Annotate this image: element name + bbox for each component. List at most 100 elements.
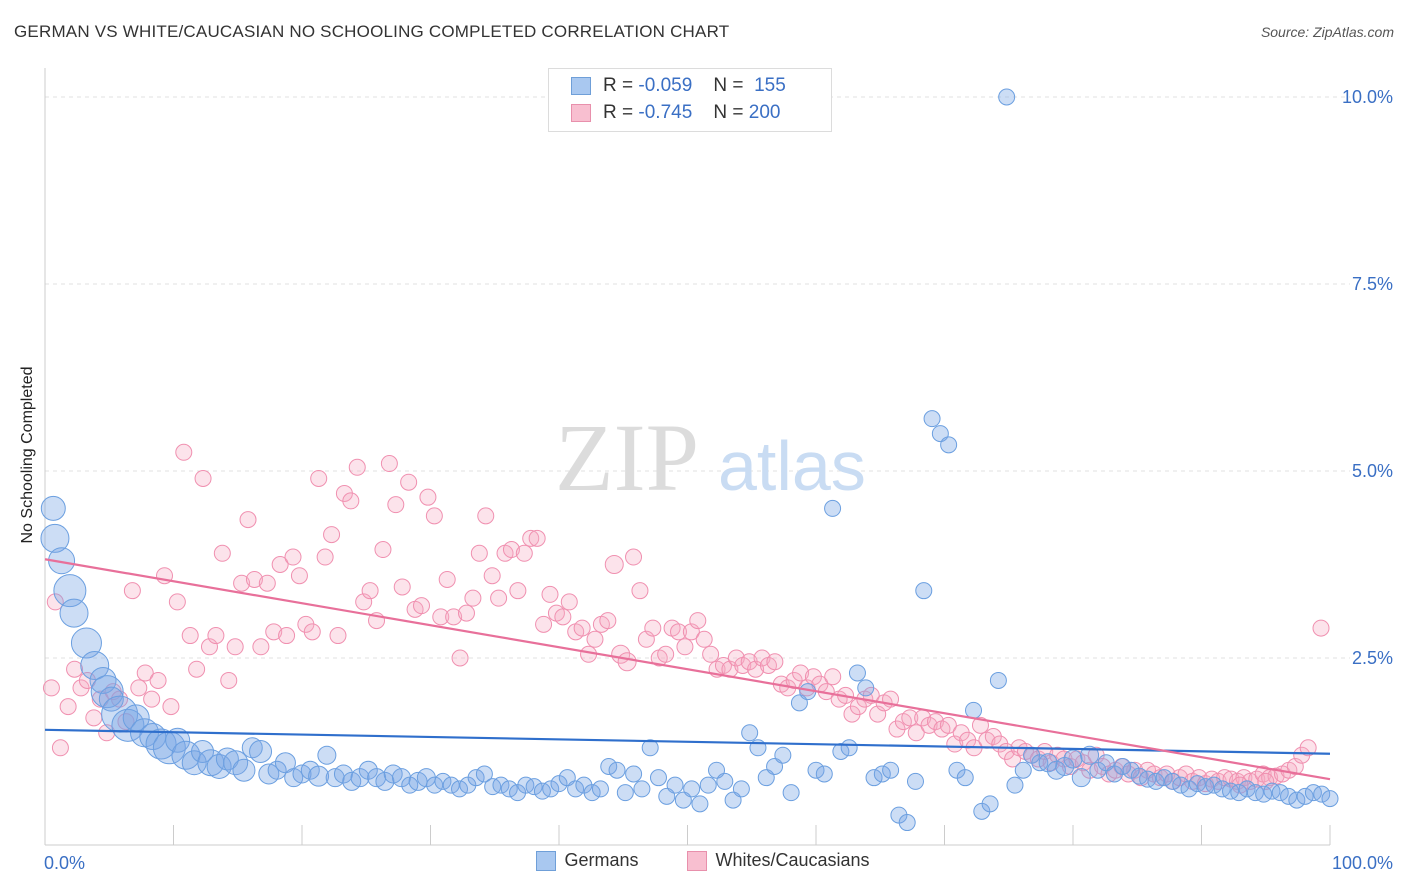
legend-item-germans[interactable]: Germans: [536, 850, 638, 872]
germans-point: [583, 784, 601, 802]
germans-point: [59, 598, 89, 628]
whites-point: [271, 556, 289, 573]
germans-point: [882, 761, 900, 779]
whites-point: [451, 649, 469, 667]
germans-point: [1321, 790, 1339, 808]
whites-point: [573, 619, 591, 637]
germans-point: [426, 776, 444, 794]
germans-point: [1038, 753, 1058, 773]
germans-point: [616, 784, 634, 802]
germans-point: [981, 795, 999, 813]
germans-point: [1155, 769, 1173, 787]
whites-point: [425, 507, 443, 525]
germans-point: [1071, 768, 1091, 788]
germans-point: [1063, 749, 1083, 769]
germans-point: [807, 761, 825, 779]
whites-point: [361, 582, 379, 600]
germans-point: [1172, 776, 1190, 794]
whites-point: [939, 716, 957, 734]
legend-r-label: R =: [603, 102, 634, 123]
whites-point: [528, 529, 546, 547]
germans-point: [940, 436, 958, 454]
y-axis-label: No Schooling Completed: [19, 366, 36, 544]
germans-point: [1288, 791, 1306, 809]
whites-point: [239, 511, 257, 529]
germans-point: [1163, 772, 1181, 790]
whites-point: [111, 690, 129, 708]
whites-point: [245, 570, 263, 588]
legend-r-label: R =: [603, 75, 634, 96]
whites-point: [188, 660, 206, 678]
whites-point: [483, 567, 501, 585]
whites-point: [207, 627, 225, 645]
legend-n-label: N =: [713, 102, 744, 123]
whites-point: [490, 589, 508, 607]
whites-point: [477, 507, 495, 525]
legend-swatch-whites: [687, 851, 708, 872]
whites-point: [181, 627, 199, 645]
grid-lines: [45, 96, 1350, 659]
germans-point: [1313, 785, 1331, 803]
germans-trend-line: [44, 728, 1331, 755]
whites-point: [1312, 619, 1330, 637]
germans-point: [274, 752, 296, 774]
whites-point: [554, 608, 572, 626]
whites-point: [695, 630, 713, 648]
whites-point: [168, 593, 186, 611]
whites-point: [535, 615, 553, 633]
whites-point: [1257, 772, 1275, 790]
whites-point: [265, 623, 283, 641]
whites-point: [971, 716, 989, 734]
germans-point: [111, 708, 145, 742]
germans-point: [906, 772, 924, 790]
whites-point: [457, 604, 475, 622]
whites-point: [380, 455, 398, 473]
germans-point: [1280, 787, 1298, 805]
whites-point: [470, 544, 488, 562]
legend-item-whites[interactable]: Whites/Caucasians: [687, 850, 870, 872]
series-legend: Germans Whites/Caucasians: [0, 850, 1406, 872]
chart-title: GERMAN VS WHITE/CAUCASIAN NO SCHOOLING C…: [14, 22, 730, 41]
whites-point: [907, 724, 925, 742]
germans-point: [699, 776, 717, 794]
whites-point: [670, 623, 688, 641]
whites-point: [560, 593, 578, 611]
whites-point: [419, 488, 437, 506]
whites-point: [213, 544, 231, 562]
trend-lines: [44, 558, 1331, 781]
axes: [44, 68, 1331, 846]
germans-point: [80, 650, 110, 680]
germans-point: [1230, 784, 1248, 802]
whites-point: [586, 630, 604, 648]
germans-point: [375, 771, 395, 791]
y-tick-label: 2.5%: [1352, 648, 1393, 668]
watermark-atlas: atlas: [718, 427, 866, 505]
germans-point: [840, 739, 858, 757]
germans-point: [1006, 776, 1024, 794]
x-tick-label-max: 100.0%: [1332, 853, 1393, 873]
germans-point: [832, 743, 850, 760]
whites-point: [445, 608, 463, 626]
y-tick-label: 5.0%: [1352, 461, 1393, 481]
germans-point: [350, 768, 370, 788]
germans-point: [550, 775, 568, 793]
whites-point: [348, 458, 366, 476]
whites-point: [387, 496, 405, 514]
whites-point: [303, 623, 321, 641]
germans-point: [567, 780, 585, 798]
germans-point: [191, 740, 215, 763]
germans-point: [215, 747, 239, 771]
germans-point: [98, 686, 124, 712]
germans-point: [865, 769, 883, 787]
germans-point: [956, 769, 974, 787]
germans-point: [716, 772, 734, 790]
germans-point: [1205, 776, 1223, 794]
whites-point: [617, 652, 637, 672]
germans-point: [1031, 754, 1049, 772]
germans-point: [774, 746, 792, 764]
germans-point: [542, 780, 560, 798]
legend-r-value: -0.059: [638, 75, 693, 96]
legend-swatch-germans: [571, 76, 591, 95]
whites-point: [226, 638, 244, 656]
